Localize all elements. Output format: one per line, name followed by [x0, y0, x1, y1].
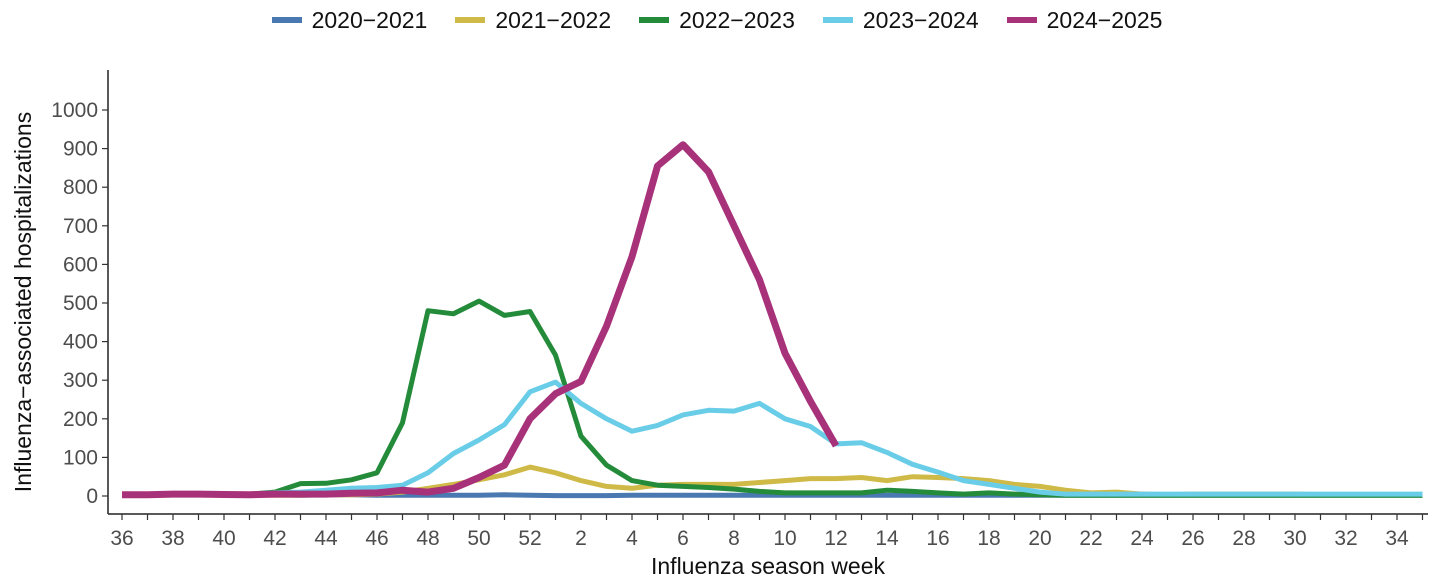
x-tick-label: 52 — [518, 527, 541, 550]
x-tick-label: 46 — [365, 527, 388, 550]
y-tick-label: 800 — [63, 176, 98, 199]
x-tick-label: 50 — [467, 527, 490, 550]
y-tick-label: 1000 — [51, 99, 98, 122]
x-tick-label: 42 — [263, 527, 286, 550]
x-tick-label: 40 — [212, 527, 235, 550]
x-tick-label: 22 — [1079, 527, 1102, 550]
y-tick-label: 600 — [63, 253, 98, 276]
x-tick-label: 18 — [977, 527, 1000, 550]
x-tick-label: 2 — [575, 527, 587, 550]
y-tick-label: 700 — [63, 215, 98, 238]
x-tick-label: 34 — [1385, 527, 1409, 550]
y-tick-label: 500 — [63, 292, 98, 315]
series-line-3 — [122, 379, 1423, 498]
x-tick-label: 32 — [1334, 527, 1357, 550]
legend-item-4: 2024−2025 — [1006, 6, 1163, 34]
legend-swatch — [822, 17, 853, 23]
y-tick-label: 100 — [63, 446, 98, 469]
legend-label: 2022−2023 — [679, 6, 795, 33]
x-tick-label: 48 — [416, 527, 439, 550]
x-tick-label: 6 — [677, 527, 689, 550]
series-line-4 — [122, 141, 840, 499]
x-tick-label: 36 — [110, 527, 133, 550]
legend-swatch — [1006, 17, 1037, 23]
legend-swatch — [639, 17, 670, 23]
legend-label: 2021−2022 — [495, 6, 612, 33]
x-tick-label: 30 — [1283, 527, 1306, 550]
legend-label: 2023−2024 — [862, 6, 979, 33]
x-tick-label: 38 — [161, 527, 184, 550]
x-tick-label: 44 — [314, 527, 338, 550]
x-tick-label: 24 — [1130, 527, 1154, 550]
y-axis-title: Influenza−associated hospitalizations — [10, 112, 36, 492]
series-lines — [122, 141, 1423, 499]
x-tick-label: 14 — [875, 527, 899, 550]
legend-item-2: 2022−2023 — [639, 7, 795, 34]
y-tick-label: 400 — [63, 331, 98, 354]
x-tick-label: 4 — [626, 527, 638, 550]
legend-item-0: 2020−2021 — [271, 6, 428, 34]
series-line-2 — [122, 298, 1423, 498]
legend: 2020−2021 2021−2022 2022−2023 2023−2024 2024… — [0, 2, 1434, 38]
y-tick-label: 200 — [63, 408, 98, 431]
x-tick-label: 28 — [1232, 527, 1255, 550]
y-tick-label: 900 — [63, 138, 98, 161]
legend-label: 2024−2025 — [1046, 6, 1163, 33]
legend-label: 2020−2021 — [311, 6, 428, 33]
legend-swatch — [271, 17, 302, 23]
x-tick-label: 16 — [926, 527, 949, 550]
legend-item-3: 2023−2024 — [822, 6, 979, 34]
y-tick-label: 0 — [86, 485, 98, 508]
y-tick-label: 300 — [63, 369, 98, 392]
x-tick-label: 10 — [773, 527, 796, 550]
x-tick-label: 12 — [824, 527, 847, 550]
x-tick-label: 20 — [1028, 527, 1051, 550]
x-axis-title: Influenza season week — [651, 553, 885, 579]
x-tick-label: 8 — [728, 527, 740, 550]
legend-swatch — [455, 17, 486, 23]
legend-item-1: 2021−2022 — [455, 7, 611, 34]
x-tick-label: 26 — [1181, 527, 1204, 550]
